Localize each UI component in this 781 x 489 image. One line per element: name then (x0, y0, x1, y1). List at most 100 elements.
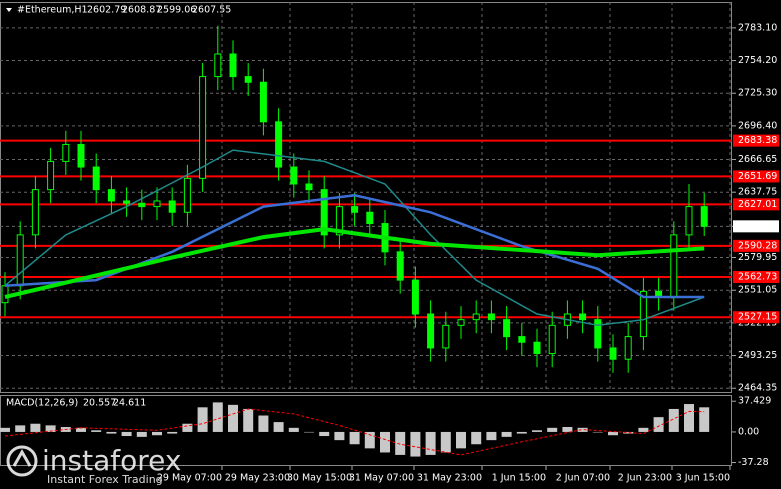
x-tick-label: 29 May 07:00 (157, 473, 222, 484)
x-tick-label: 30 May 15:00 (287, 473, 352, 484)
histogram-bar (258, 415, 269, 432)
histogram-bar (167, 431, 178, 434)
ohlc-open: 2602.79 (87, 5, 126, 16)
y-tick-label: 2754.20 (738, 55, 777, 66)
macd-title: MACD(12,26,9) (6, 398, 78, 409)
candle-body (503, 319, 511, 338)
candle-body (472, 313, 480, 321)
x-tick-label: 31 May 07:00 (349, 473, 414, 484)
histogram-bar (182, 423, 193, 432)
histogram-bar (91, 430, 102, 432)
candle-body (123, 200, 131, 204)
y-tick-label: 0.00 (738, 426, 759, 437)
watermark-tagline: Instant Forex Trading (47, 473, 163, 486)
histogram-bar (547, 427, 558, 432)
level-label-box (733, 311, 779, 324)
histogram-bar (592, 431, 603, 433)
y-tick-label: 2725.30 (738, 88, 777, 99)
candle-body (685, 206, 693, 236)
candle-body (442, 324, 450, 349)
level-label: 2683.38 (738, 135, 777, 146)
y-tick-label: 2493.25 (738, 350, 777, 361)
candle-body (275, 121, 283, 168)
level-label-box (733, 170, 779, 183)
candle-body (487, 313, 495, 321)
candle-body (700, 206, 708, 227)
symbol: #Ethereum,H1 (17, 5, 88, 16)
histogram-bar (668, 408, 679, 432)
histogram-bar (121, 431, 132, 437)
x-tick-label: 1 Jun 15:00 (492, 473, 546, 484)
y-tick-label: 2464.35 (738, 383, 777, 394)
histogram-bar (349, 431, 360, 445)
histogram-bar (532, 430, 542, 432)
histogram-bar (410, 431, 421, 457)
candle-body (138, 202, 146, 208)
candle-body (199, 76, 207, 179)
candle-body (16, 234, 24, 287)
candle-body (411, 279, 419, 315)
histogram-bar (380, 431, 390, 453)
signal-line (4, 408, 705, 456)
candle-body (579, 313, 587, 321)
y-tick-label: 2551.05 (738, 285, 777, 296)
histogram-bar (319, 431, 330, 437)
candle-body (168, 200, 176, 213)
x-tick-label: 2 Jun 23:00 (618, 473, 672, 484)
x-tick-label: 2 Jun 07:00 (556, 473, 610, 484)
candle-body (229, 53, 237, 78)
header: #Ethereum,H1 2602.79 2608.87 2599.06 260… (6, 5, 231, 16)
histogram-bar (15, 425, 26, 432)
candle-body (183, 177, 191, 213)
histogram-bar (440, 431, 451, 453)
candle-body (77, 143, 85, 168)
candle-body (533, 341, 541, 355)
menu-arrow (6, 8, 12, 12)
level-label-box (733, 239, 779, 252)
candle-body (624, 336, 632, 360)
candle-body (107, 189, 115, 202)
histogram-bar (334, 431, 345, 441)
level-label: 2627.01 (738, 199, 777, 210)
candle-body (320, 189, 328, 236)
candle-body (639, 290, 647, 338)
candle-body (351, 206, 359, 213)
y-tick-label: 2607.55 (738, 221, 777, 232)
candle-body (594, 319, 602, 349)
price-panel-frame (0, 2, 732, 393)
histogram-bar (395, 431, 406, 455)
level-label-box (733, 134, 779, 147)
y-tick-label: -37.28 (738, 457, 769, 468)
watermark: instaforex Instant Forex Trading (6, 444, 181, 486)
candle-body (244, 76, 252, 83)
candle-body (548, 324, 556, 355)
candle-body (670, 234, 678, 298)
y-tick-label: 2666.65 (738, 154, 777, 165)
ohlc-high: 2608.87 (122, 5, 161, 16)
histogram-bar (228, 404, 238, 432)
histogram-bar (486, 431, 497, 441)
histogram-bar (684, 404, 694, 432)
histogram-bar (653, 417, 664, 432)
histogram-bar (45, 425, 56, 432)
level-label: 2651.69 (738, 171, 777, 182)
y-tick-label: 2637.75 (738, 187, 777, 198)
histogram-bar (471, 431, 482, 445)
histogram-bar (501, 431, 512, 437)
candle-body (366, 211, 374, 225)
candle-body (153, 200, 161, 208)
x-tick-label: 3 Jun 15:00 (676, 473, 730, 484)
level-label: 2590.28 (738, 240, 777, 251)
macd-header: MACD(12,26,9) 20.557 24.611 (6, 398, 146, 409)
ohlc-close: 2607.55 (192, 5, 231, 16)
candle-body (396, 251, 404, 281)
histogram-bar (273, 422, 284, 432)
level-label: 2562.73 (738, 272, 777, 283)
histogram-bar (562, 427, 573, 432)
histogram-bar (212, 402, 223, 432)
y-tick-label: 2579.95 (738, 252, 777, 263)
watermark-brand: instaforex (42, 444, 181, 477)
